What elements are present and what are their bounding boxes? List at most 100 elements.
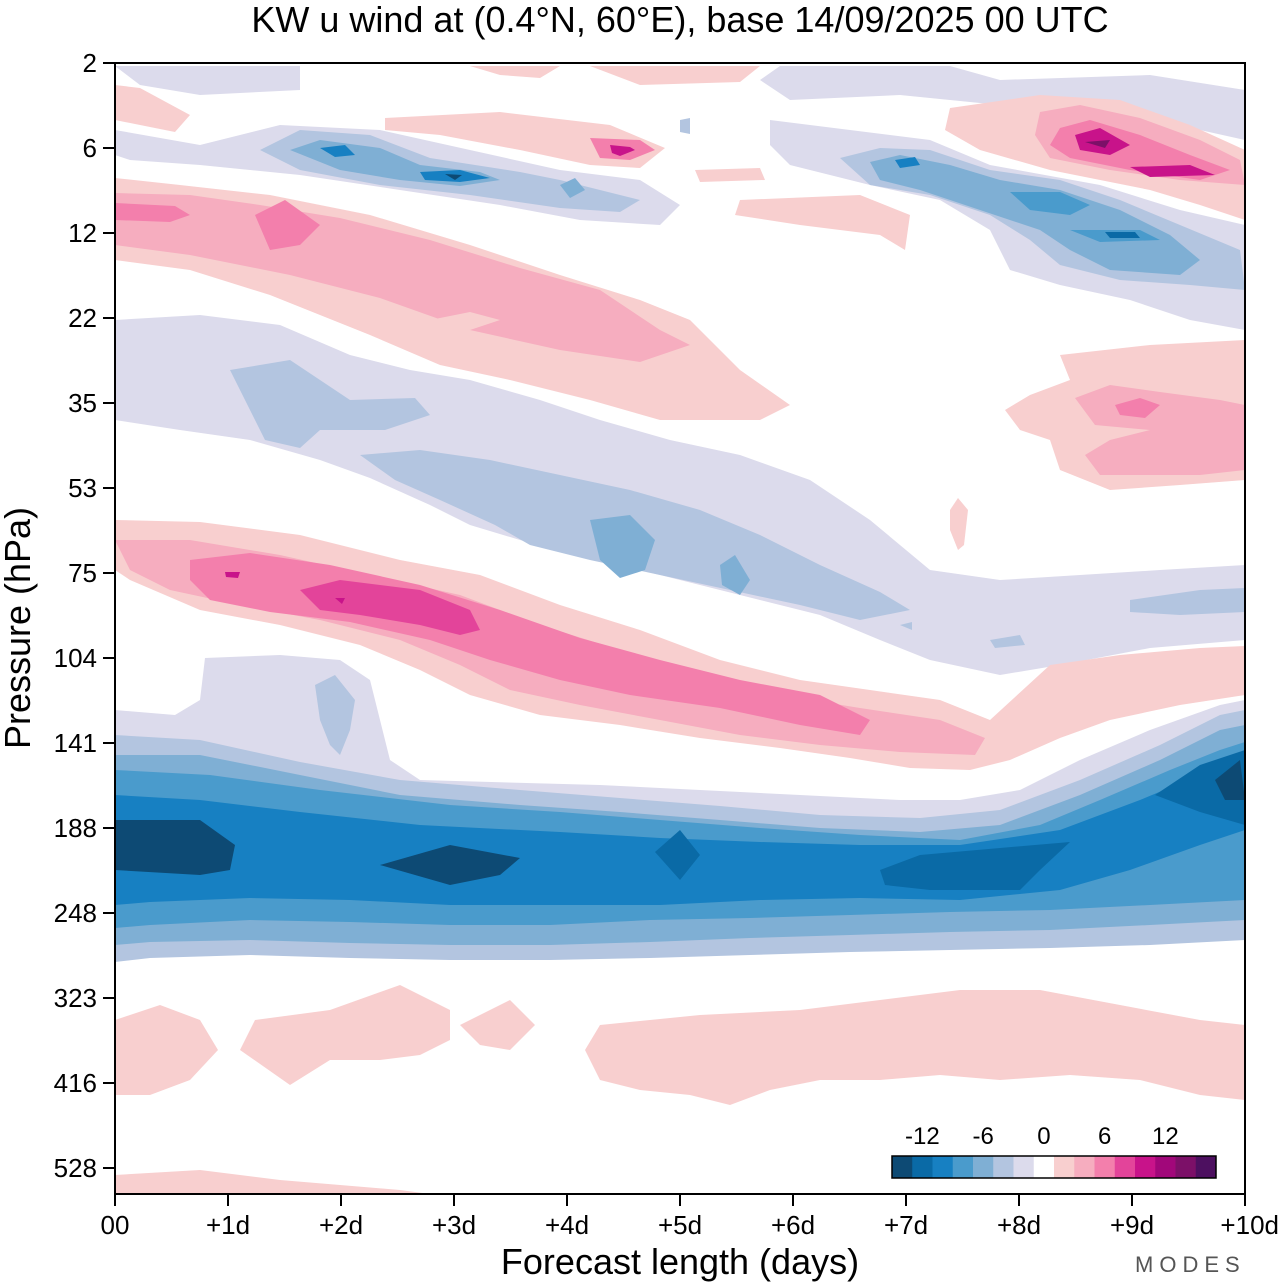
- colorbar-swatch: [1114, 1156, 1136, 1178]
- y-axis-label: Pressure (hPa): [0, 507, 38, 749]
- y-tick-label: 323: [54, 983, 97, 1013]
- y-tick-label: 141: [54, 728, 97, 758]
- contour-easterly: [380, 845, 520, 885]
- contour-westerly: [115, 193, 690, 362]
- chart-title: KW u wind at (0.4°N, 60°E), base 14/09/2…: [251, 0, 1108, 40]
- y-tick-label: 2: [83, 48, 97, 78]
- x-tick-label: +10d: [1220, 1210, 1279, 1240]
- colorbar-swatch: [973, 1156, 994, 1178]
- contour-easterly: [720, 555, 750, 595]
- x-tick-label: +4d: [545, 1210, 589, 1240]
- contour-westerly: [735, 195, 910, 250]
- contour-easterly: [895, 157, 920, 168]
- colorbar-swatch: [1155, 1156, 1176, 1178]
- colorbar-swatch: [1033, 1156, 1055, 1178]
- contour-westerly: [115, 1170, 430, 1194]
- contour-westerly: [585, 990, 1245, 1105]
- contour-westerly: [430, 312, 500, 330]
- contour-easterly: [230, 360, 430, 448]
- contour-easterly: [870, 155, 1200, 275]
- colorbar-swatch: [1013, 1156, 1035, 1178]
- contour-westerly: [610, 145, 635, 156]
- colorbar-swatch: [993, 1156, 1014, 1178]
- contour-westerly: [590, 66, 760, 85]
- y-axis: 2 6 12 22 35 53 75 104 141 188 248 323 416 528: [54, 48, 115, 1183]
- contour-easterly: [1215, 760, 1245, 800]
- contour-easterly: [880, 842, 1070, 890]
- y-tick-label: 12: [68, 218, 97, 248]
- contour-easterly: [320, 145, 355, 157]
- y-tick-label: 188: [54, 813, 97, 843]
- x-tick-label: +3d: [432, 1210, 476, 1240]
- colorbar-swatch: [1054, 1156, 1075, 1178]
- colorbar-swatch: [952, 1156, 974, 1178]
- contour-westerly: [385, 112, 665, 168]
- contour-easterly: [680, 118, 690, 134]
- contour-westerly: [470, 66, 560, 78]
- y-tick-label: 6: [83, 133, 97, 163]
- contour-easterly: [1130, 588, 1245, 615]
- colorbar-swatch: [1094, 1156, 1116, 1178]
- contour-westerly: [335, 598, 345, 604]
- contour-fields: [115, 63, 1245, 1194]
- colorbar-swatch: [932, 1156, 954, 1178]
- colorbar-tick-label: 0: [1037, 1123, 1050, 1150]
- brand-logo: MODES: [1135, 1252, 1246, 1277]
- colorbar-tick-label: 6: [1098, 1123, 1111, 1150]
- colorbar-swatch: [912, 1156, 933, 1178]
- colorbar-tick-label: -12: [905, 1123, 940, 1150]
- contour-easterly: [1105, 232, 1140, 238]
- contour-westerly: [255, 200, 320, 250]
- contour-westerly: [1130, 165, 1215, 177]
- y-tick-label: 248: [54, 898, 97, 928]
- contour-westerly: [115, 85, 190, 132]
- y-tick-label: 104: [54, 643, 97, 673]
- colorbar-swatch: [1074, 1156, 1095, 1178]
- x-tick-label: +2d: [319, 1210, 363, 1240]
- contour-westerly: [240, 985, 450, 1085]
- contour-easterly: [655, 830, 700, 880]
- contour-westerly: [695, 168, 765, 182]
- contour-easterly: [315, 675, 355, 755]
- contour-easterly: [560, 178, 585, 198]
- colorbar-swatch: [1195, 1156, 1217, 1178]
- y-tick-label: 22: [68, 303, 97, 333]
- contour-westerly: [115, 203, 190, 222]
- colorbar-swatch: [1175, 1156, 1197, 1178]
- contour-easterly: [115, 66, 300, 95]
- contour-easterly: [900, 622, 912, 630]
- x-tick-label: +8d: [997, 1210, 1041, 1240]
- x-tick-label: +9d: [1110, 1210, 1154, 1240]
- y-tick-label: 416: [54, 1068, 97, 1098]
- y-tick-label: 75: [68, 558, 97, 588]
- contour-westerly: [950, 498, 968, 550]
- contour-westerly: [1085, 140, 1110, 148]
- contour-easterly: [590, 515, 655, 578]
- colorbar-tick-label: 12: [1152, 1123, 1179, 1150]
- x-tick-label: +7d: [884, 1210, 928, 1240]
- contour-easterly: [1155, 750, 1245, 825]
- y-tick-label: 35: [68, 388, 97, 418]
- contour-easterly: [990, 635, 1025, 648]
- colorbar-swatch: [892, 1156, 913, 1178]
- contour-westerly: [1115, 398, 1160, 418]
- x-tick-label: +5d: [658, 1210, 702, 1240]
- colorbar-frame: [891, 1155, 1217, 1179]
- contour-westerly: [225, 572, 240, 578]
- contour-westerly: [460, 1000, 535, 1050]
- y-tick-label: 528: [54, 1153, 97, 1183]
- contour-westerly: [300, 580, 480, 635]
- colorbar-tick-label: -6: [972, 1123, 993, 1150]
- colorbar: -12 -6 0 6 12: [891, 1123, 1217, 1179]
- x-tick-label: 00: [101, 1210, 130, 1240]
- x-tick-label: +6d: [771, 1210, 815, 1240]
- x-axis-label: Forecast length (days): [501, 1241, 859, 1282]
- contour-easterly: [445, 174, 462, 180]
- contour-easterly: [1010, 192, 1090, 215]
- x-axis: 00 +1d +2d +3d +4d +5d +6d +7d +8d +9d +10d: [101, 1194, 1279, 1240]
- y-tick-label: 53: [68, 473, 97, 503]
- contour-westerly: [115, 1005, 218, 1095]
- contour-easterly: [115, 820, 235, 875]
- x-tick-label: +1d: [206, 1210, 250, 1240]
